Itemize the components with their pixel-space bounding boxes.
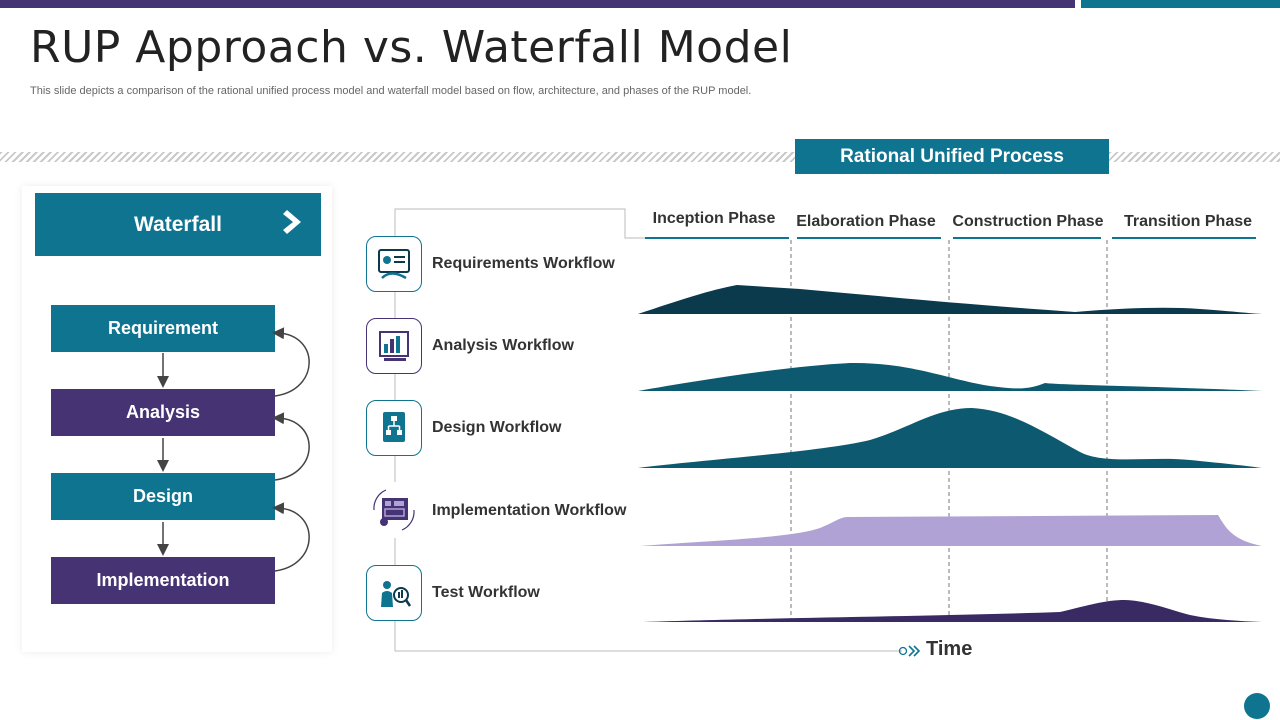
workflow-label-analysis: Analysis Workflow bbox=[432, 337, 574, 354]
feedback-curve-3 bbox=[272, 502, 310, 572]
waterfall-header-label: Waterfall bbox=[134, 213, 222, 236]
phase-label-construction: Construction Phase bbox=[952, 213, 1104, 230]
top-accent-bar-teal bbox=[1081, 0, 1280, 8]
hatch-divider-right bbox=[1109, 152, 1280, 162]
test-person-icon bbox=[366, 565, 422, 621]
page-subtitle: This slide depicts a comparison of the r… bbox=[30, 85, 752, 97]
time-arrow-circle bbox=[898, 646, 908, 656]
workflow-label-test: Test Workflow bbox=[432, 584, 540, 601]
hatch-divider-left bbox=[0, 152, 795, 162]
workflow-label-implementation: Implementation Workflow bbox=[432, 502, 627, 519]
requirements-gear-icon bbox=[366, 236, 422, 292]
analysis-chart-icon bbox=[366, 318, 422, 374]
hump-test-workflow bbox=[643, 600, 1262, 622]
rup-banner: Rational Unified Process bbox=[795, 139, 1109, 174]
chevron-right-icon bbox=[283, 210, 301, 234]
hump-design-workflow bbox=[638, 408, 1262, 468]
phase-label-inception: Inception Phase bbox=[652, 210, 776, 227]
workflow-label-requirements: Requirements Workflow bbox=[432, 255, 615, 272]
corner-decoration-dot bbox=[1244, 693, 1270, 719]
workflow-label-design: Design Workflow bbox=[432, 419, 562, 436]
hump-implementation-workflow bbox=[640, 515, 1262, 546]
waterfall-step-requirement: Requirement bbox=[51, 305, 275, 352]
waterfall-step-implementation: Implementation bbox=[51, 557, 275, 604]
hump-requirements-workflow bbox=[638, 285, 1262, 314]
waterfall-step-analysis: Analysis bbox=[51, 389, 275, 436]
design-hierarchy-icon bbox=[366, 400, 422, 456]
hump-analysis-workflow bbox=[638, 362, 1262, 391]
time-arrow-chevrons bbox=[908, 645, 921, 657]
time-axis-label: Time bbox=[926, 638, 973, 660]
phase-label-elaboration: Elaboration Phase bbox=[796, 213, 936, 230]
page-title: RUP Approach vs. Waterfall Model bbox=[30, 22, 793, 73]
feedback-curve-2 bbox=[272, 412, 310, 481]
feedback-curve-1 bbox=[272, 327, 310, 397]
phase-label-transition: Transition Phase bbox=[1123, 213, 1253, 230]
waterfall-header: Waterfall bbox=[35, 193, 321, 256]
top-accent-bar-purple bbox=[0, 0, 1075, 8]
implementation-blueprint-icon bbox=[366, 482, 422, 538]
waterfall-step-design: Design bbox=[51, 473, 275, 520]
